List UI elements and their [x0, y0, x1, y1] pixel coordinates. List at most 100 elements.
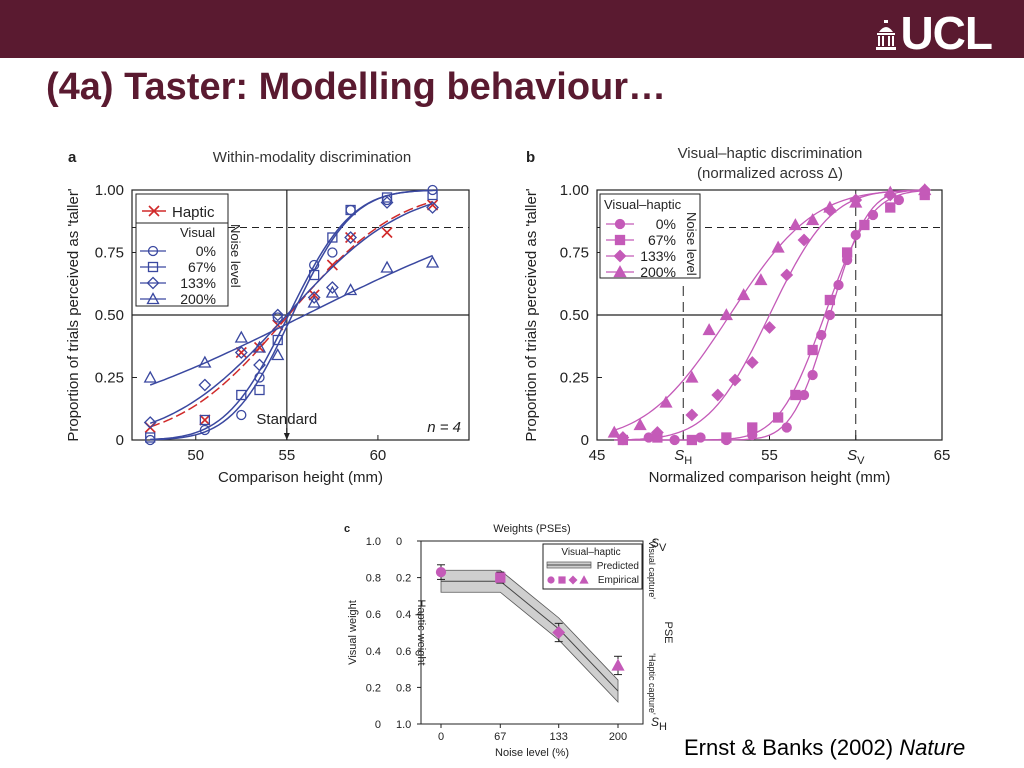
y-tick-label: 0: [116, 432, 124, 449]
data-point: [650, 426, 664, 439]
visual-tick-label: 0.6: [366, 609, 381, 621]
legend-label: 200%: [180, 291, 216, 307]
legend-marker: [568, 575, 578, 585]
panel-letter: c: [344, 523, 350, 535]
citation-journal: Nature: [899, 735, 966, 760]
legend-label: 133%: [640, 248, 676, 264]
data-point: [849, 195, 863, 208]
data-point: [728, 373, 742, 387]
predicted-band: [440, 569, 619, 704]
data-point: [254, 384, 265, 396]
logo-text: UCL: [900, 7, 993, 59]
haptic-tick-label: 0.6: [396, 646, 411, 658]
data-point: [198, 355, 212, 368]
data-point: [345, 204, 356, 216]
data-point: [427, 189, 438, 201]
data-point: [867, 209, 879, 221]
citation-authors: Ernst & Banks (2002): [684, 735, 894, 760]
chart-panel-b: b Visual–haptic discrimination (normalized…: [523, 145, 950, 486]
data-point: [702, 323, 716, 336]
data-point: [427, 199, 439, 211]
empirical-point: [552, 626, 566, 639]
y-axis-label-visual: Visual weight: [347, 600, 359, 665]
data-point: [745, 356, 759, 369]
x-tick-label: 60: [370, 447, 387, 464]
data-point: [807, 344, 818, 356]
data-point: [198, 378, 212, 392]
standard-arrowhead: [283, 433, 290, 440]
haptic-tick-label: 0.2: [396, 573, 411, 585]
predicted-line: [441, 580, 619, 692]
legend-marker: [547, 576, 555, 584]
legend-marker: [613, 249, 627, 263]
legend-header: Visual–haptic: [604, 197, 682, 212]
legend-haptic: Haptic: [172, 204, 215, 221]
data-point: [380, 260, 394, 273]
data-point: [199, 414, 211, 426]
x-tick-label: 67: [494, 731, 506, 743]
data-point: [381, 226, 393, 239]
data-point: [685, 408, 699, 422]
x-tick-label: 200: [609, 731, 627, 743]
legend-marker: [147, 245, 159, 257]
data-point: [772, 412, 784, 423]
haptic-tick-label: 0.4: [396, 609, 411, 621]
data-point: [345, 204, 356, 216]
y-tick-label: 0.25: [95, 370, 124, 387]
data-point: [309, 269, 320, 281]
data-point: [345, 231, 357, 244]
data-point: [252, 340, 267, 353]
data-point: [343, 283, 358, 296]
legend-label: 67%: [648, 232, 676, 248]
data-point: [235, 346, 247, 359]
legend-marker: [614, 218, 626, 230]
data-point: [253, 341, 266, 354]
data-point: [806, 213, 820, 226]
data-point: [797, 233, 811, 247]
chart-title: Weights (PSEs): [493, 523, 570, 535]
data-point: [788, 218, 802, 231]
data-point: [721, 432, 732, 443]
data-point: [143, 370, 157, 383]
data-point: [199, 414, 211, 426]
legend-label: 67%: [188, 259, 216, 275]
data-point: [685, 370, 699, 383]
data-point: [781, 422, 792, 433]
legend-marker: [558, 576, 566, 584]
legend-marker: [579, 575, 589, 584]
data-point: [841, 247, 853, 258]
data-point: [380, 196, 394, 209]
legend-label: 0%: [196, 243, 216, 259]
data-point: [426, 201, 439, 214]
data-point: [236, 409, 247, 421]
legend-marker: [613, 265, 627, 278]
data-point: [272, 334, 283, 346]
legend-marker: [147, 261, 159, 273]
header-bar: UCL: [0, 0, 1024, 58]
legend-predicted: Predicted: [597, 561, 639, 572]
plot-frame: [420, 540, 644, 725]
x-tick-label: 0: [438, 731, 444, 743]
data-point: [747, 422, 758, 433]
standard-label: Standard: [256, 411, 317, 428]
data-point: [823, 200, 837, 213]
data-point: [344, 231, 358, 244]
data-point: [271, 348, 285, 361]
legend-empirical: Empirical: [598, 575, 639, 586]
y-tick-label: 1.00: [95, 182, 124, 199]
data-point: [607, 425, 621, 438]
data-point: [754, 273, 768, 286]
legend-marker: [148, 205, 160, 217]
x-tick-label: SH: [674, 447, 692, 467]
y-tick-label: 0.50: [560, 307, 589, 324]
x-tick-label: 55: [761, 447, 778, 464]
visual-capture-label: 'Visual capture': [647, 539, 657, 600]
ucl-logo: UCL: [876, 6, 993, 59]
fit-curve-visual-67%: [150, 189, 433, 441]
fit-curve-visual-133%: [149, 202, 433, 425]
legend-noise-level: Noise level: [228, 224, 243, 288]
legend-label: 200%: [640, 264, 676, 280]
panel-letter: a: [68, 149, 77, 166]
legend-marker: [146, 292, 160, 305]
data-point: [327, 247, 338, 258]
